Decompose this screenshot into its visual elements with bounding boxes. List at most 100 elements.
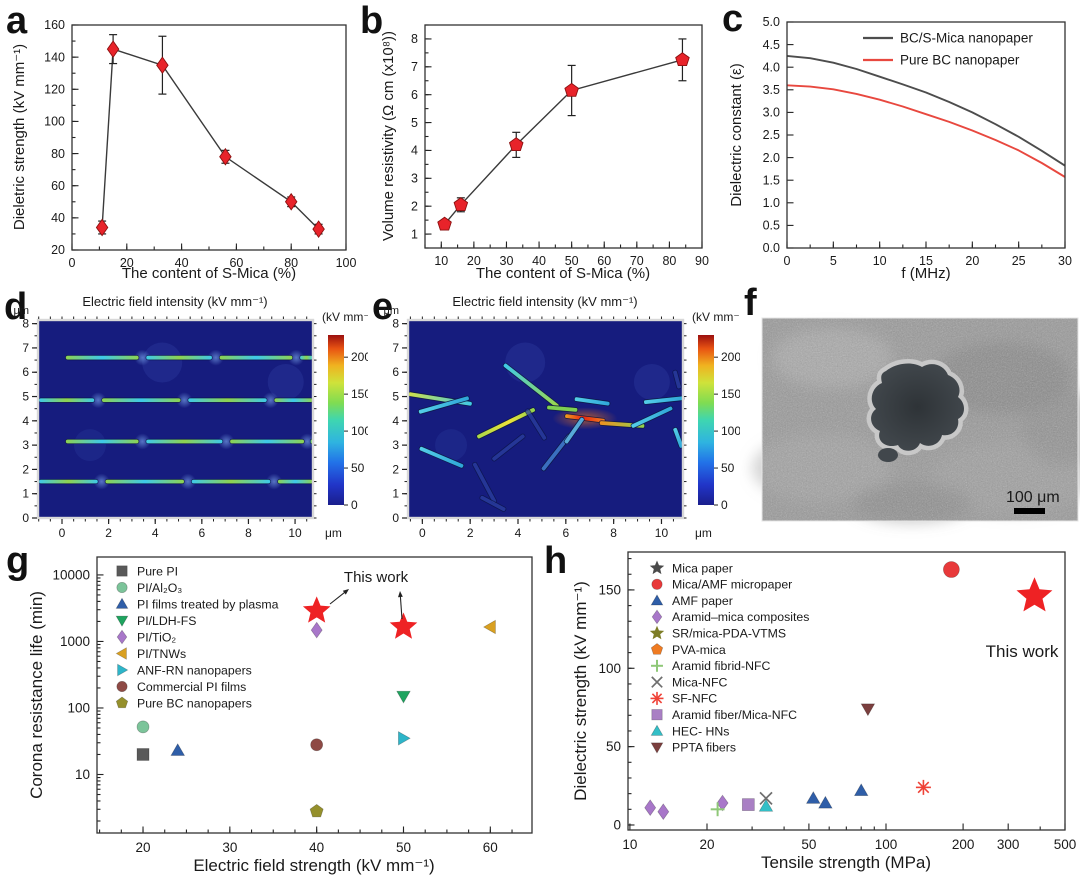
svg-text:PPTA fibers: PPTA fibers bbox=[672, 741, 736, 755]
panel-letter-f: f bbox=[744, 282, 757, 324]
svg-text:0.0: 0.0 bbox=[763, 241, 780, 255]
svg-text:Pure BC nanopaper: Pure BC nanopaper bbox=[900, 53, 1020, 68]
svg-text:PI films treated by plasma: PI films treated by plasma bbox=[137, 597, 279, 611]
svg-text:160: 160 bbox=[44, 18, 65, 32]
svg-text:Mica paper: Mica paper bbox=[672, 561, 733, 575]
svg-text:140: 140 bbox=[44, 50, 65, 64]
panel-letter-c: c bbox=[722, 0, 744, 40]
svg-text:10: 10 bbox=[288, 526, 302, 540]
svg-text:3: 3 bbox=[22, 438, 29, 452]
svg-text:8: 8 bbox=[245, 526, 252, 540]
svg-text:100: 100 bbox=[336, 256, 357, 270]
svg-text:5: 5 bbox=[22, 390, 29, 404]
svg-text:This work: This work bbox=[986, 642, 1059, 661]
svg-text:100: 100 bbox=[44, 115, 65, 129]
svg-text:200: 200 bbox=[721, 350, 740, 364]
panel-letter-d: d bbox=[4, 286, 28, 328]
svg-text:4: 4 bbox=[22, 414, 29, 428]
svg-text:20: 20 bbox=[467, 254, 481, 268]
svg-text:60: 60 bbox=[229, 256, 243, 270]
svg-text:80: 80 bbox=[284, 256, 298, 270]
svg-text:Dieletric strength (kV mm⁻¹): Dieletric strength (kV mm⁻¹) bbox=[11, 44, 28, 230]
svg-text:150: 150 bbox=[721, 387, 740, 401]
svg-text:50: 50 bbox=[801, 837, 816, 852]
svg-text:4: 4 bbox=[392, 414, 399, 428]
panel-letter-g: g bbox=[6, 540, 30, 582]
svg-text:50: 50 bbox=[396, 840, 411, 855]
svg-text:0: 0 bbox=[784, 254, 791, 268]
svg-text:6: 6 bbox=[411, 88, 418, 102]
svg-text:200: 200 bbox=[351, 350, 368, 364]
svg-text:20: 20 bbox=[699, 837, 714, 852]
panel-letter-b: b bbox=[360, 0, 384, 42]
svg-text:6: 6 bbox=[392, 365, 399, 379]
panel-letter-a: a bbox=[6, 0, 28, 42]
svg-text:Electric field strength (kV mm: Electric field strength (kV mm⁻¹) bbox=[193, 856, 434, 875]
svg-text:150: 150 bbox=[351, 387, 368, 401]
svg-text:0: 0 bbox=[721, 498, 728, 512]
chart-b: 10 20 30 40 50 60 70 80 90 1 2 3 4 5 6 7 8 The content of… bbox=[380, 24, 709, 282]
svg-text:7: 7 bbox=[411, 60, 418, 74]
chart-c: 0 5 10 15 20 25 30 0.0 0.5 1.0 1.5 2.0 2.5 3.0 3.5 4.0 4… bbox=[728, 15, 1072, 282]
svg-text:1: 1 bbox=[392, 487, 399, 501]
svg-text:5.0: 5.0 bbox=[763, 15, 780, 29]
svg-text:2: 2 bbox=[22, 462, 29, 476]
panel-h-dielectric-vs-tensile: 10 20 50 100 200 300 500 0 50 100 150 Mica paper Mic… bbox=[560, 545, 1080, 881]
svg-text:20: 20 bbox=[51, 243, 65, 257]
svg-text:PI/TiO₂: PI/TiO₂ bbox=[137, 630, 176, 644]
svg-text:0: 0 bbox=[69, 256, 76, 270]
panel-g-corona-resistance: 20 30 40 50 60 10 100 1000 10000 Pure PI PI/Al₂O₃ P… bbox=[0, 545, 560, 881]
svg-text:Pure PI: Pure PI bbox=[137, 564, 178, 578]
svg-text:2.5: 2.5 bbox=[763, 128, 780, 142]
svg-text:Mica/AMF micropaper: Mica/AMF micropaper bbox=[672, 578, 792, 592]
panel-d-field-simulation-aligned: 0 2 4 6 8 10 0 1 2 3 4 5 6 7 8 μm μm Electric field inten… bbox=[0, 290, 368, 545]
svg-text:1: 1 bbox=[22, 487, 29, 501]
svg-text:Corona resistance life (min): Corona resistance life (min) bbox=[27, 591, 46, 799]
svg-text:2.0: 2.0 bbox=[763, 151, 780, 165]
svg-text:20: 20 bbox=[120, 256, 134, 270]
svg-text:0: 0 bbox=[351, 498, 358, 512]
svg-text:PI/LDH-FS: PI/LDH-FS bbox=[137, 614, 196, 628]
svg-text:100: 100 bbox=[875, 837, 898, 852]
svg-text:60: 60 bbox=[597, 254, 611, 268]
svg-text:10: 10 bbox=[434, 254, 448, 268]
svg-text:50: 50 bbox=[606, 739, 621, 754]
svg-text:80: 80 bbox=[51, 147, 65, 161]
svg-text:0: 0 bbox=[419, 526, 426, 540]
svg-text:100: 100 bbox=[67, 700, 90, 715]
svg-text:7: 7 bbox=[392, 341, 399, 355]
svg-text:4: 4 bbox=[515, 526, 522, 540]
svg-text:3.5: 3.5 bbox=[763, 83, 780, 97]
svg-text:60: 60 bbox=[51, 179, 65, 193]
svg-text:10: 10 bbox=[873, 254, 887, 268]
svg-text:50: 50 bbox=[351, 461, 365, 475]
svg-text:40: 40 bbox=[309, 840, 324, 855]
svg-text:μm: μm bbox=[383, 305, 399, 317]
svg-text:40: 40 bbox=[532, 254, 546, 268]
svg-text:3: 3 bbox=[392, 438, 399, 452]
svg-text:200: 200 bbox=[952, 837, 975, 852]
svg-text:50: 50 bbox=[721, 461, 735, 475]
svg-text:8: 8 bbox=[22, 317, 29, 331]
svg-text:100: 100 bbox=[721, 424, 740, 438]
svg-text:90: 90 bbox=[695, 254, 709, 268]
svg-text:20: 20 bbox=[965, 254, 979, 268]
svg-text:0: 0 bbox=[59, 526, 66, 540]
svg-text:ANF-RN nanopapers: ANF-RN nanopapers bbox=[137, 663, 252, 677]
svg-text:8: 8 bbox=[610, 526, 617, 540]
svg-text:Aramid fiber/Mica-NFC: Aramid fiber/Mica-NFC bbox=[672, 708, 797, 722]
svg-text:SR/mica-PDA-VTMS: SR/mica-PDA-VTMS bbox=[672, 627, 786, 641]
svg-text:0: 0 bbox=[22, 511, 29, 525]
svg-text:Dielectric strength (kV mm⁻¹): Dielectric strength (kV mm⁻¹) bbox=[571, 581, 590, 801]
svg-text:Dielectric constant (ε): Dielectric constant (ε) bbox=[728, 63, 745, 206]
svg-text:10: 10 bbox=[75, 767, 90, 782]
svg-text:10: 10 bbox=[622, 837, 637, 852]
svg-text:6: 6 bbox=[198, 526, 205, 540]
panel-f-sem-image: 100 μm bbox=[740, 290, 1080, 540]
svg-text:0.5: 0.5 bbox=[763, 219, 780, 233]
svg-text:1.5: 1.5 bbox=[763, 173, 780, 187]
svg-text:4.0: 4.0 bbox=[763, 60, 780, 74]
